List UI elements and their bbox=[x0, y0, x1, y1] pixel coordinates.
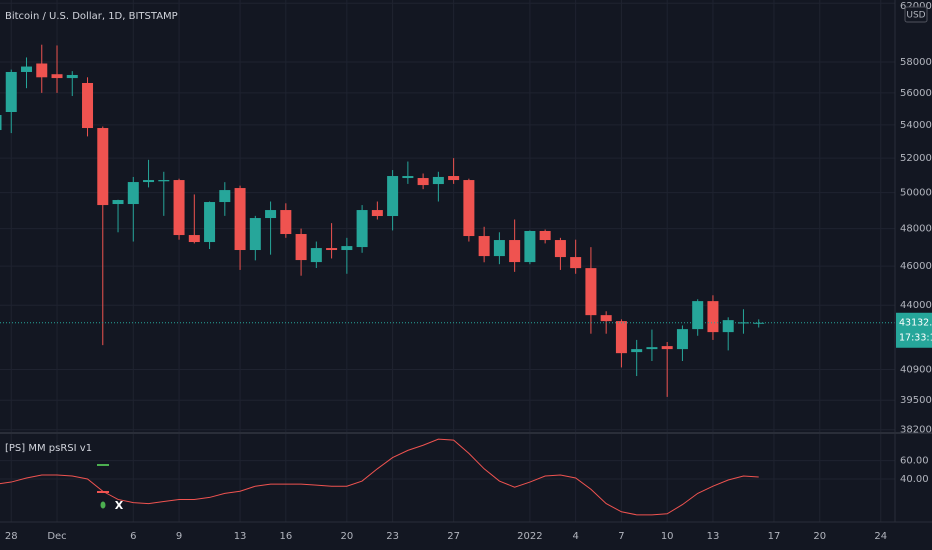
signal-label: X bbox=[115, 499, 124, 512]
candle-body bbox=[21, 66, 33, 72]
x-tick-label: 20 bbox=[340, 531, 353, 542]
y-tick-label: 46000.00 bbox=[900, 261, 932, 272]
x-tick-label: 17 bbox=[768, 531, 781, 542]
x-tick-label: 9 bbox=[176, 531, 182, 542]
candle-body bbox=[509, 240, 521, 263]
candle-body bbox=[570, 257, 582, 269]
x-tick-label: 13 bbox=[234, 531, 247, 542]
countdown: 17:33:10 bbox=[899, 332, 932, 343]
indicator-line bbox=[0, 438, 759, 516]
x-tick-label: 7 bbox=[618, 531, 624, 542]
candle-body bbox=[387, 176, 399, 217]
candle-body bbox=[600, 315, 612, 322]
x-tick-label: 13 bbox=[707, 531, 720, 542]
candle-body bbox=[97, 128, 109, 206]
x-tick-label: 23 bbox=[386, 531, 399, 542]
y-tick-label: 52000.00 bbox=[900, 153, 932, 164]
y-tick-label: 54000.00 bbox=[900, 120, 932, 131]
candle-body bbox=[326, 248, 338, 251]
candle-body bbox=[36, 63, 48, 78]
candle-body bbox=[295, 234, 307, 261]
candle-body bbox=[82, 82, 94, 129]
signal-dot bbox=[100, 501, 106, 509]
x-tick-label: 27 bbox=[447, 531, 460, 542]
y-tick-label: 38200.00 bbox=[900, 425, 932, 436]
y-tick-label: 60.00 bbox=[900, 456, 929, 467]
candle-body bbox=[753, 322, 765, 324]
x-tick-label: 24 bbox=[874, 531, 887, 542]
candle-body bbox=[524, 230, 536, 263]
candle-body bbox=[554, 240, 566, 258]
candle-body bbox=[661, 346, 673, 350]
candle-body bbox=[737, 322, 749, 324]
candle-body bbox=[127, 182, 139, 205]
candle-body bbox=[539, 230, 551, 241]
x-tick-label: 4 bbox=[572, 531, 578, 542]
candle-body bbox=[158, 180, 170, 182]
currency-box[interactable] bbox=[904, 6, 928, 23]
y-tick-label: 48000.00 bbox=[900, 224, 932, 235]
candle-body bbox=[310, 248, 322, 263]
y-tick-label: 58000.00 bbox=[900, 57, 932, 68]
candle-body bbox=[448, 176, 460, 181]
candle-body bbox=[615, 321, 627, 354]
x-tick-label: 28 bbox=[5, 531, 18, 542]
candle-body bbox=[249, 218, 261, 251]
candle-body bbox=[692, 301, 704, 330]
candle-body bbox=[585, 268, 597, 316]
y-tick-label: 40.00 bbox=[900, 474, 929, 485]
y-tick-label: 44000.00 bbox=[900, 300, 932, 311]
candle-body bbox=[478, 236, 490, 257]
candle-body bbox=[0, 114, 2, 131]
indicator-pane bbox=[0, 438, 759, 516]
x-tick-label: 6 bbox=[130, 531, 136, 542]
x-tick-label: 2022 bbox=[517, 531, 542, 542]
candle-body bbox=[173, 180, 185, 236]
candle-body bbox=[265, 210, 277, 219]
candle-body bbox=[432, 176, 444, 185]
y-tick-label: 56000.00 bbox=[900, 88, 932, 99]
candle-body bbox=[417, 178, 429, 186]
y-tick-label: 40900.00 bbox=[900, 365, 932, 376]
candle-body bbox=[463, 180, 475, 237]
price-tag bbox=[896, 312, 932, 348]
candle-body bbox=[631, 349, 643, 353]
candle-body bbox=[341, 246, 353, 251]
candle-body bbox=[51, 74, 63, 79]
price-pane bbox=[0, 44, 895, 397]
y-tick-label: 50000.00 bbox=[900, 188, 932, 199]
chart-title: Bitcoin / U.S. Dollar, 1D, BITSTAMP bbox=[5, 11, 178, 22]
x-tick-label: Dec bbox=[47, 531, 66, 542]
candle-body bbox=[112, 200, 124, 205]
candle-body bbox=[356, 210, 368, 248]
candle-body bbox=[707, 301, 719, 333]
candle-body bbox=[66, 74, 78, 79]
candle-body bbox=[204, 202, 216, 243]
candle-body bbox=[646, 347, 658, 350]
candle-body bbox=[402, 176, 414, 179]
indicator-title: [PS] MM psRSI v1 bbox=[5, 443, 92, 454]
candle-body bbox=[493, 240, 505, 257]
y-tick-label: 39500.00 bbox=[900, 395, 932, 406]
x-tick-label: 20 bbox=[813, 531, 826, 542]
price-tag-label: 43132.21 bbox=[899, 317, 932, 328]
currency[interactable]: USD bbox=[906, 11, 925, 21]
candle-body bbox=[280, 210, 292, 235]
candle-body bbox=[676, 329, 688, 350]
candle-body bbox=[5, 71, 17, 113]
candle-body bbox=[188, 235, 200, 243]
candle-body bbox=[143, 180, 155, 183]
x-tick-label: 16 bbox=[279, 531, 292, 542]
candle-body bbox=[234, 188, 246, 251]
candle-body bbox=[371, 210, 383, 217]
candle-body bbox=[219, 190, 231, 203]
candle-body bbox=[722, 320, 734, 333]
x-tick-label: 10 bbox=[661, 531, 674, 542]
